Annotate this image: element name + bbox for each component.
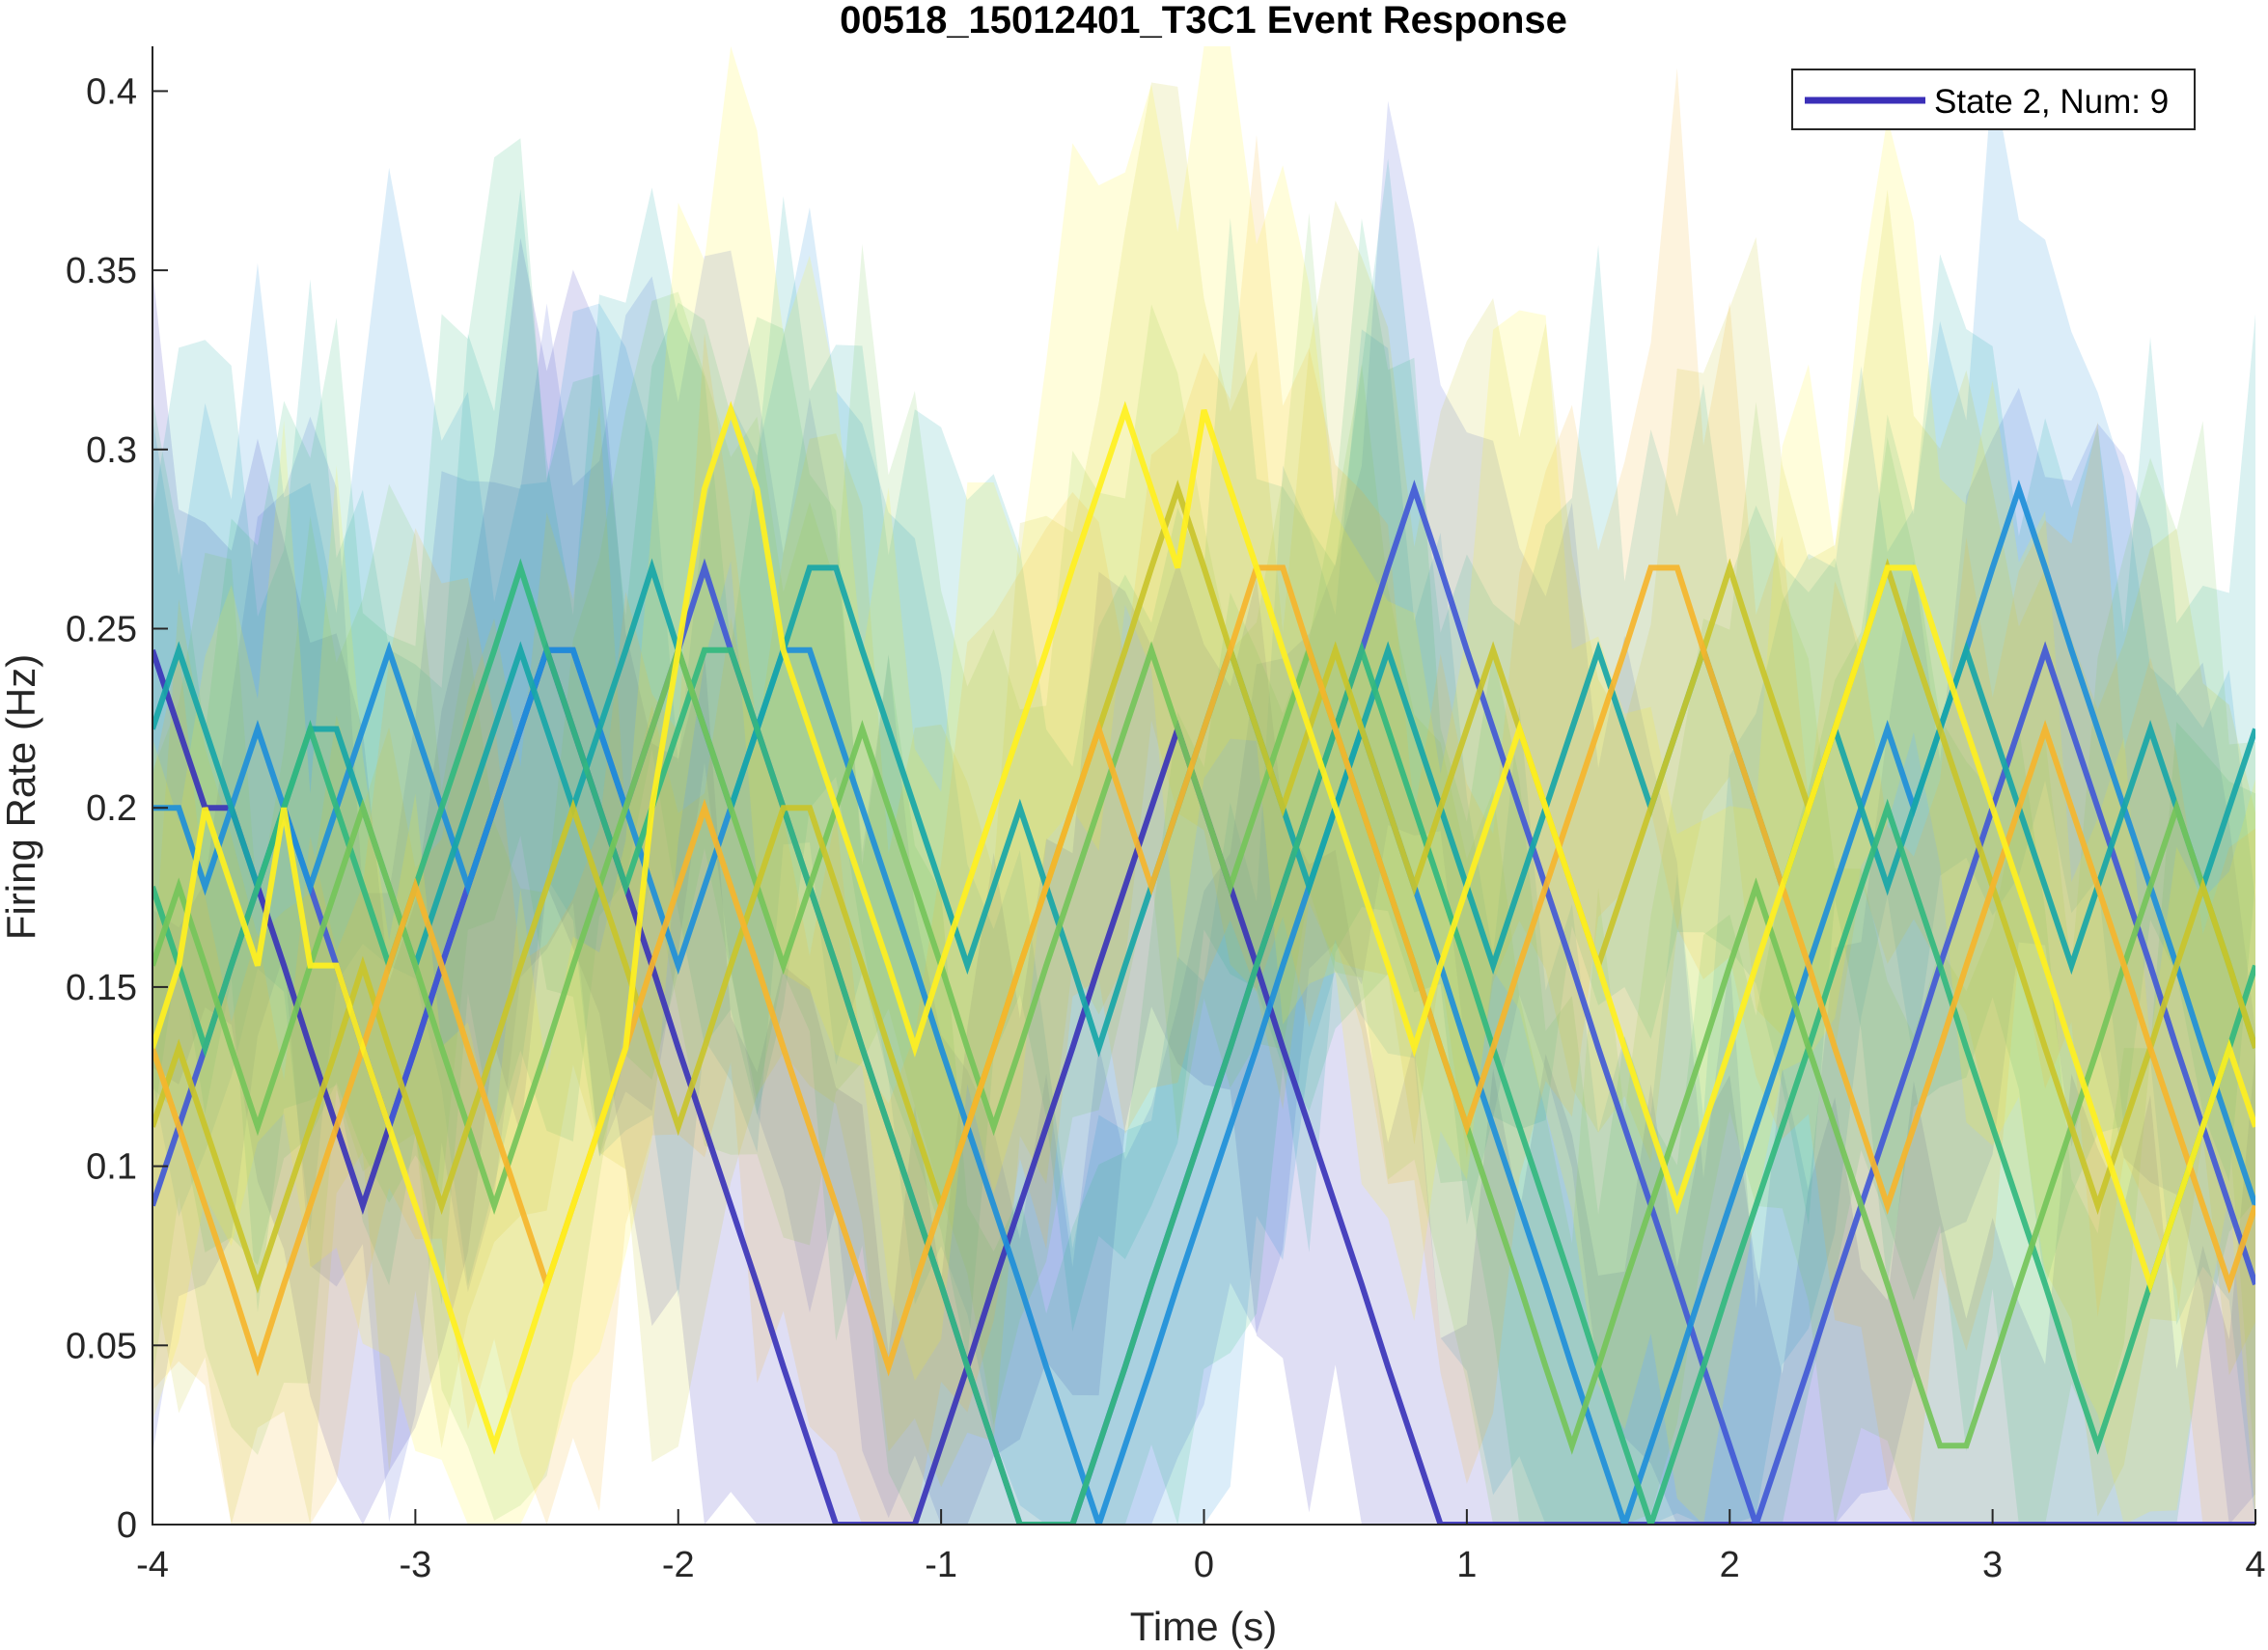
series-line-9 [152,400,2255,1455]
series-line-3 [152,480,2255,1525]
x-tick-label: -4 [136,1545,169,1585]
x-tick-label: 0 [1194,1545,1214,1585]
series-band-3 [152,72,2255,1525]
series-band-5 [152,138,2255,1525]
series-band-9 [152,46,2255,1525]
series-line-8 [152,564,2255,1377]
y-tick-label: 0.15 [66,968,137,1008]
x-tick-label: -3 [399,1545,431,1585]
legend-label: State 2, Num: 9 [1934,83,2169,121]
series-line-5 [152,558,2255,1525]
y-tick-label: 0.25 [66,610,137,650]
x-tick-label: 1 [1456,1545,1477,1585]
chart-title: 00518_15012401_T3C1 Event Response [840,0,1567,41]
y-tick-label: 0.4 [86,71,137,112]
x-tick-label: 3 [1982,1545,2003,1585]
x-tick-label: 4 [2245,1545,2265,1585]
y-axis-ticks: 0 0.05 0.1 0.15 0.2 0.25 0.3 0.35 0.4 [66,71,168,1546]
y-axis-label: Firing Rate (Hz) [0,654,43,940]
y-tick-label: 0.35 [66,251,137,291]
y-tick-label: 0.2 [86,788,137,829]
series-band-6 [152,212,2255,1525]
y-tick-label: 0.3 [86,430,137,471]
y-tick-label: 0 [117,1505,137,1546]
y-tick-label: 0.05 [66,1326,137,1366]
series-line-6 [152,641,2255,1455]
series-band-2 [152,100,2255,1525]
y-tick-label: 0.1 [86,1147,137,1188]
series-line-7 [152,480,2255,1294]
x-tick-label: -1 [925,1545,957,1585]
x-axis-ticks: -4 -3 -2 -1 0 1 2 3 4 [136,1509,2266,1585]
series-lines [152,400,2255,1525]
x-tick-label: 2 [1720,1545,1740,1585]
series-band-4 [152,158,2255,1361]
series-band-8 [152,68,2255,1525]
legend: State 2, Num: 9 [1791,69,2196,130]
confidence-bands [152,46,2255,1525]
x-axis-label: Time (s) [1130,1604,1277,1649]
x-tick-label: -2 [662,1545,695,1585]
